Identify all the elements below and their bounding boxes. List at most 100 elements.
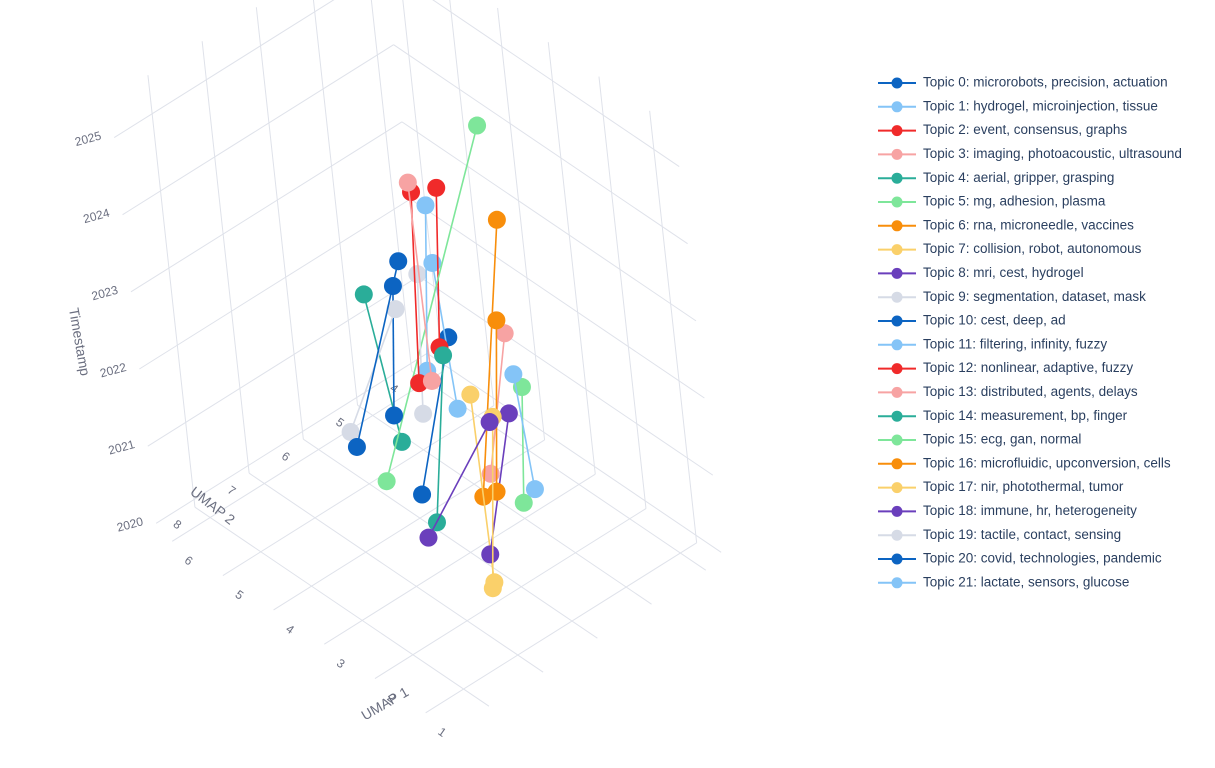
floor-grid-x — [426, 543, 697, 713]
data-point[interactable] — [484, 579, 502, 597]
x-tick-label: 6 — [182, 553, 196, 568]
data-point[interactable] — [500, 404, 518, 422]
data-point[interactable] — [449, 400, 467, 418]
series-topic-10[interactable] — [384, 277, 403, 424]
legend-marker-icon — [892, 530, 903, 541]
legend-item-topic-11[interactable]: Topic 11: filtering, infinity, fuzzy — [878, 336, 1107, 351]
y-tick-label: 7 — [225, 483, 239, 498]
floor-grid-x — [324, 474, 595, 644]
legend-item-topic-12[interactable]: Topic 12: nonlinear, adaptive, fuzzy — [878, 360, 1133, 375]
legend-marker-icon — [892, 363, 903, 374]
legend-label: Topic 6: rna, microneedle, vaccines — [923, 217, 1134, 232]
data-point[interactable] — [481, 413, 499, 431]
data-point[interactable] — [355, 285, 373, 303]
data-point[interactable] — [488, 211, 506, 229]
legend-label: Topic 2: event, consensus, graphs — [923, 122, 1127, 137]
data-point[interactable] — [468, 117, 486, 135]
legend-item-topic-13[interactable]: Topic 13: distributed, agents, delays — [878, 384, 1138, 399]
legend-item-topic-16[interactable]: Topic 16: microfluidic, upconversion, ce… — [878, 455, 1171, 470]
legend-item-topic-6[interactable]: Topic 6: rna, microneedle, vaccines — [878, 217, 1134, 232]
legend-label: Topic 12: nonlinear, adaptive, fuzzy — [923, 360, 1133, 375]
z-tick-label: 2023 — [90, 283, 120, 304]
data-point[interactable] — [481, 545, 499, 563]
z-tick-label: 2024 — [82, 206, 112, 227]
y-tick-label: 8 — [171, 517, 185, 532]
data-point[interactable] — [378, 472, 396, 490]
legend-item-topic-7[interactable]: Topic 7: collision, robot, autonomous — [878, 241, 1142, 256]
data-point[interactable] — [348, 438, 366, 456]
legend-item-topic-20[interactable]: Topic 20: covid, technologies, pandemic — [878, 551, 1162, 566]
legend-marker-icon — [892, 435, 903, 446]
data-point[interactable] — [385, 406, 403, 424]
data-point[interactable] — [408, 265, 426, 283]
legend-item-topic-5[interactable]: Topic 5: mg, adhesion, plasma — [878, 194, 1106, 209]
wall-grid-z — [148, 276, 419, 446]
legend-marker-icon — [892, 268, 903, 279]
x-tick-label: 3 — [334, 656, 348, 671]
z-tick-label: 2022 — [98, 360, 128, 381]
legend-item-topic-4[interactable]: Topic 4: aerial, gripper, grasping — [878, 170, 1114, 185]
legend-item-topic-3[interactable]: Topic 3: imaging, photoacoustic, ultraso… — [878, 146, 1182, 161]
data-point[interactable] — [427, 179, 445, 197]
legend-label: Topic 5: mg, adhesion, plasma — [923, 194, 1106, 209]
floor-grid-y — [249, 473, 543, 672]
data-point[interactable] — [389, 252, 407, 270]
legend-label: Topic 8: mri, cest, hydrogel — [923, 265, 1084, 280]
legend-item-topic-18[interactable]: Topic 18: immune, hr, heterogeneity — [878, 503, 1137, 518]
legend-item-topic-19[interactable]: Topic 19: tactile, contact, sensing — [878, 527, 1121, 542]
wall-grid-x — [447, 0, 494, 406]
data-point[interactable] — [461, 386, 479, 404]
legend-item-topic-21[interactable]: Topic 21: lactate, sensors, glucose — [878, 574, 1129, 589]
data-point[interactable] — [488, 483, 506, 501]
wall-grid-z — [123, 45, 394, 215]
legend-marker-icon — [892, 125, 903, 136]
data-point[interactable] — [419, 529, 437, 547]
legend-marker-icon — [892, 554, 903, 565]
wall-grid-y — [311, 0, 358, 405]
wall-grid-z — [427, 353, 721, 552]
series-line — [522, 387, 524, 503]
floor-grid-x — [274, 440, 545, 610]
data-point[interactable] — [413, 486, 431, 504]
data-point[interactable] — [434, 346, 452, 364]
legend-item-topic-2[interactable]: Topic 2: event, consensus, graphs — [878, 122, 1127, 137]
data-point[interactable] — [487, 311, 505, 329]
legend-item-topic-14[interactable]: Topic 14: measurement, bp, finger — [878, 408, 1128, 423]
legend-item-topic-8[interactable]: Topic 8: mri, cest, hydrogel — [878, 265, 1084, 280]
legend-item-topic-9[interactable]: Topic 9: segmentation, dataset, mask — [878, 289, 1146, 304]
legend-label: Topic 1: hydrogel, microinjection, tissu… — [923, 98, 1158, 113]
legend-marker-icon — [892, 101, 903, 112]
legend-item-topic-17[interactable]: Topic 17: nir, photothermal, tumor — [878, 479, 1124, 494]
legend-marker-icon — [892, 292, 903, 303]
legend-item-topic-0[interactable]: Topic 0: microrobots, precision, actuati… — [878, 75, 1168, 90]
legend-marker-icon — [892, 244, 903, 255]
wall-grid-x — [650, 111, 697, 543]
wall-grid-z — [410, 199, 704, 398]
legend-label: Topic 20: covid, technologies, pandemic — [923, 551, 1162, 566]
data-point[interactable] — [423, 372, 441, 390]
legend-marker-icon — [892, 506, 903, 517]
y-tick-label: 6 — [279, 449, 293, 464]
wall-grid-z — [385, 0, 679, 167]
x-tick-label: 1 — [435, 725, 449, 740]
data-point[interactable] — [414, 405, 432, 423]
legend-item-topic-15[interactable]: Topic 15: ecg, gan, normal — [878, 432, 1081, 447]
floor-grid-y — [195, 507, 489, 706]
legend-item-topic-1[interactable]: Topic 1: hydrogel, microinjection, tissu… — [878, 98, 1158, 113]
legend-marker-icon — [892, 577, 903, 588]
data-point[interactable] — [504, 365, 522, 383]
wall-grid-y — [148, 75, 195, 507]
z-tick-label: 2021 — [107, 437, 137, 458]
series-topic-3[interactable] — [482, 324, 514, 483]
legend-item-topic-10[interactable]: Topic 10: cest, deep, ad — [878, 313, 1066, 328]
wall-grid-z — [394, 45, 688, 244]
legend[interactable]: Topic 0: microrobots, precision, actuati… — [878, 75, 1182, 590]
legend-marker-icon — [892, 220, 903, 231]
legend-marker-icon — [892, 316, 903, 327]
data-point[interactable] — [416, 196, 434, 214]
legend-label: Topic 17: nir, photothermal, tumor — [923, 479, 1124, 494]
wall-grid-z — [402, 122, 696, 321]
data-point[interactable] — [399, 174, 417, 192]
data-point[interactable] — [526, 480, 544, 498]
